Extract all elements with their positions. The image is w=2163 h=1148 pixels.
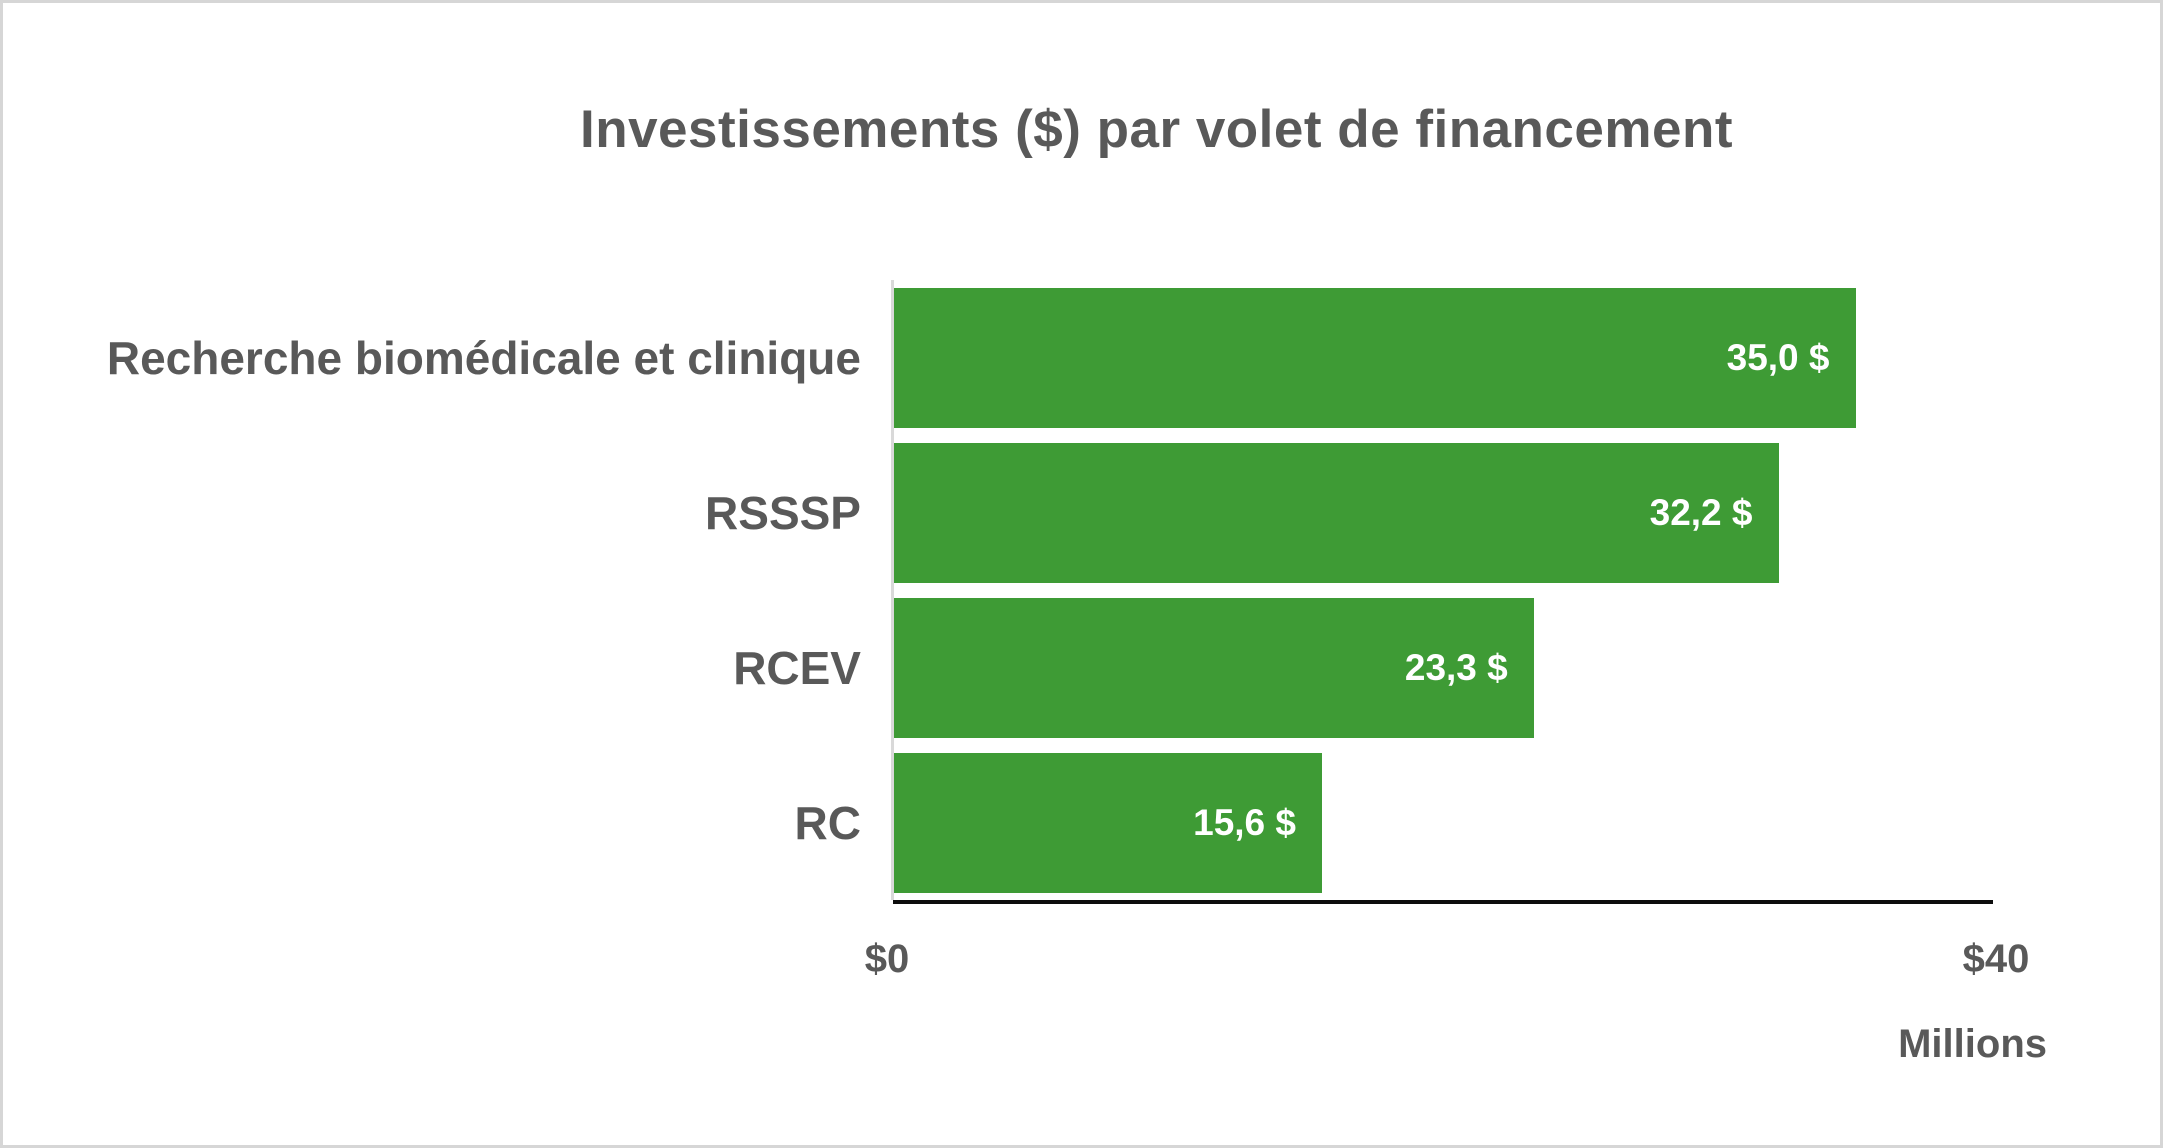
bar-track: 35,0 $ xyxy=(893,287,1993,428)
value-axis-line xyxy=(893,900,1993,904)
bar-track: 23,3 $ xyxy=(893,597,1993,738)
chart-title: Investissements ($) par volet de finance… xyxy=(579,100,1734,159)
bar-value-label: 35,0 $ xyxy=(1726,336,1830,378)
category-label: RSSSP xyxy=(705,486,861,539)
category-label: RCEV xyxy=(733,641,861,694)
bar: 32,2 $ xyxy=(893,442,1779,583)
bar-row: RC 15,6 $ xyxy=(3,745,1993,900)
bar-row: Recherche biomédicale et clinique 35,0 $ xyxy=(3,280,1993,435)
bar-value-label: 23,3 $ xyxy=(1404,646,1508,688)
category-label: Recherche biomédicale et clinique xyxy=(106,331,861,384)
bar-row: RSSSP 32,2 $ xyxy=(3,435,1993,590)
bar-rows: Recherche biomédicale et clinique 35,0 $ R… xyxy=(3,280,1993,900)
bar-track: 32,2 $ xyxy=(893,442,1993,583)
bar-track: 15,6 $ xyxy=(893,752,1993,893)
axis-unit-label: Millions xyxy=(1898,1022,2047,1066)
category-label: RC xyxy=(794,796,861,849)
bar: 23,3 $ xyxy=(893,597,1534,738)
bar: 15,6 $ xyxy=(893,752,1322,893)
bar-value-label: 15,6 $ xyxy=(1193,801,1296,843)
bar-row: RCEV 23,3 $ xyxy=(3,590,1993,745)
bar: 35,0 $ xyxy=(893,287,1856,428)
x-tick-min: $0 xyxy=(864,937,910,981)
category-axis-line xyxy=(891,280,894,900)
x-tick-max: $40 xyxy=(1962,937,2030,981)
bar-value-label: 32,2 $ xyxy=(1649,491,1753,533)
